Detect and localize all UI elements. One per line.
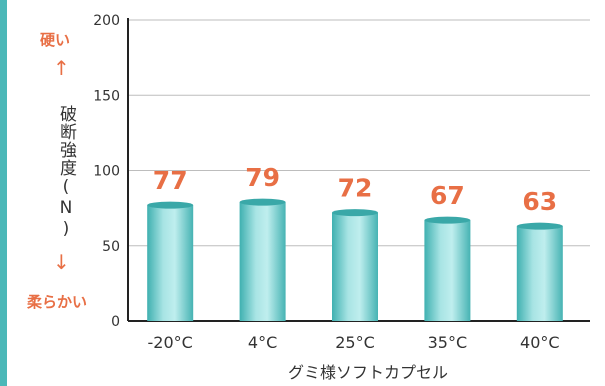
bar-body	[239, 202, 286, 321]
x-axis-label: グミ様ソフトカプセル	[288, 363, 448, 382]
x-tick-label: 40°C	[520, 333, 560, 352]
y-tick-label: 0	[111, 314, 120, 330]
hard-annotation: 硬い	[40, 31, 71, 49]
y-tick-label: 50	[102, 239, 120, 255]
data-label: 79	[245, 163, 280, 192]
data-label: 77	[153, 166, 188, 195]
x-tick-label: 35°C	[428, 333, 468, 352]
y-tick-label: 150	[93, 88, 120, 104]
bar	[239, 198, 286, 321]
bar	[424, 216, 471, 321]
down-arrow-icon: ↓	[53, 250, 70, 274]
bar-body	[516, 226, 563, 321]
up-arrow-icon: ↑	[53, 56, 70, 80]
bar-cap	[239, 198, 286, 206]
data-label: 63	[522, 187, 557, 216]
bar-body	[424, 220, 471, 321]
bar-cap	[332, 209, 378, 217]
bar-body	[147, 205, 194, 321]
bar-cap	[516, 222, 563, 230]
bar	[147, 201, 194, 321]
data-label: 72	[338, 174, 373, 203]
y-axis-label: 破断強度(N)	[56, 105, 76, 240]
x-tick-label: -20°C	[148, 333, 193, 352]
bar	[332, 209, 378, 321]
y-tick-label: 200	[93, 13, 120, 29]
x-tick-label: 25°C	[335, 333, 375, 352]
category-labels: -20°C 4°C 25°C 35°C 40°C	[148, 333, 560, 352]
bar-body	[332, 212, 378, 321]
soft-annotation: 柔らかい	[27, 293, 88, 311]
bar	[516, 222, 563, 321]
bar-cap	[147, 201, 194, 209]
bar-cap	[424, 216, 471, 224]
bars	[147, 198, 563, 321]
data-label: 67	[430, 181, 465, 210]
x-tick-label: 4°C	[248, 333, 277, 352]
y-tick-label: 100	[93, 164, 120, 180]
value-labels: 77 79 72 67 63	[153, 163, 557, 216]
left-accent-rule	[0, 0, 7, 386]
